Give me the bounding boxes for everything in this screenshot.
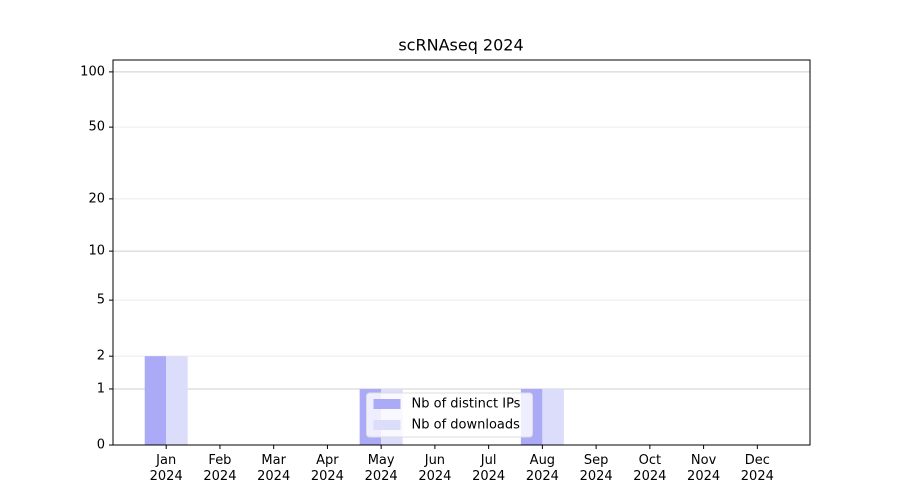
legend-swatch xyxy=(373,420,401,430)
y-tick-label: 50 xyxy=(88,120,105,135)
x-tick-label: Jan 2024 xyxy=(149,453,183,484)
x-tick-label: Jun 2024 xyxy=(418,453,452,484)
x-tick-label: Apr 2024 xyxy=(310,453,344,484)
y-tick-label: 20 xyxy=(88,191,105,206)
y-tick-label: 1 xyxy=(97,381,105,396)
legend-label: Nb of downloads xyxy=(412,418,521,433)
x-tick-label: Aug 2024 xyxy=(525,453,559,484)
y-tick-label: 2 xyxy=(97,349,105,364)
bar xyxy=(542,388,564,445)
x-tick-label: Dec 2024 xyxy=(740,453,774,484)
legend-label: Nb of distinct IPs xyxy=(412,397,521,412)
legend-swatch xyxy=(373,399,401,409)
x-tick-label: Sep 2024 xyxy=(579,453,613,484)
plot-frame xyxy=(112,59,811,446)
chart-title: scRNAseq 2024 xyxy=(398,36,523,55)
bar xyxy=(144,356,167,445)
legend-box xyxy=(366,392,533,438)
y-tick-label: 5 xyxy=(97,293,105,308)
y-tick-label: 0 xyxy=(97,438,105,453)
x-tick-label: Feb 2024 xyxy=(203,453,237,484)
y-tick-label: 10 xyxy=(88,244,105,259)
legend: Nb of distinct IPs Nb of downloads xyxy=(366,392,533,438)
x-tick-label: Nov 2024 xyxy=(687,453,721,484)
x-tick-label: Mar 2024 xyxy=(257,453,291,484)
x-tick-label: May 2024 xyxy=(364,453,398,484)
x-tick-label: Oct 2024 xyxy=(633,453,667,484)
bar xyxy=(166,356,188,445)
y-tick-label: 100 xyxy=(80,64,105,79)
x-tick-label: Jul 2024 xyxy=(472,453,506,484)
